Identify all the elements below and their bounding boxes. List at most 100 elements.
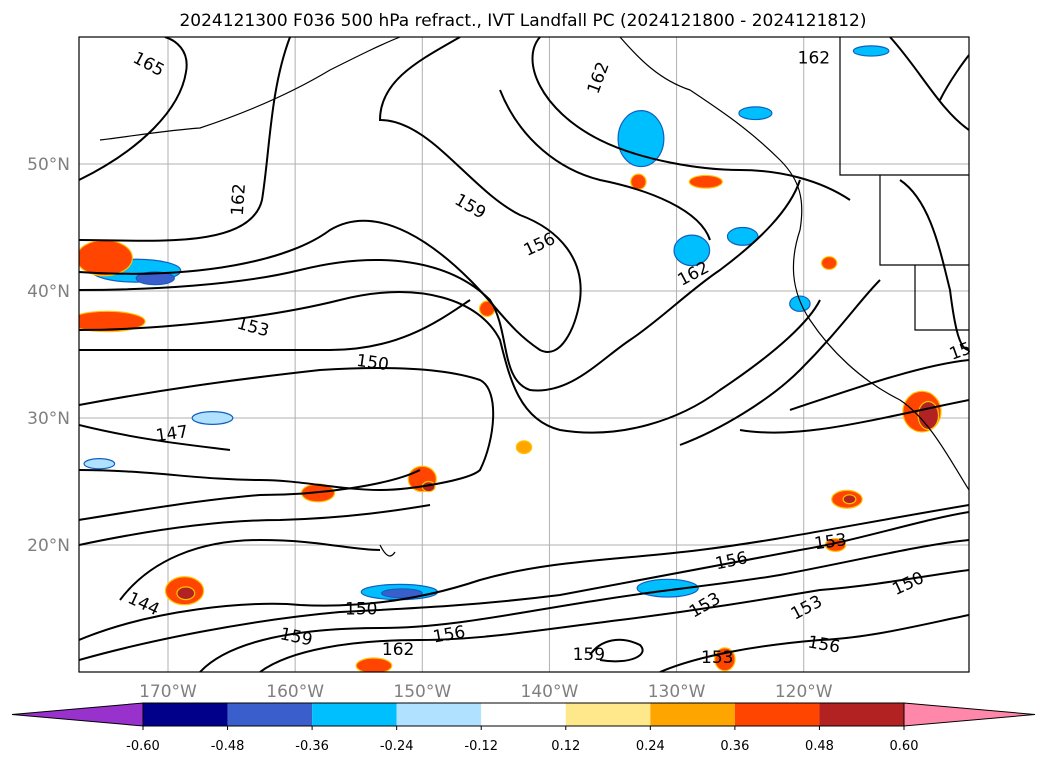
lon-tick-label: 170°W: [139, 682, 197, 702]
filled-region: [673, 234, 711, 267]
filled-region: [688, 174, 723, 189]
filled-region: [630, 173, 647, 191]
contour-line: [499, 89, 711, 241]
filled-region: [135, 271, 175, 286]
contour-label: 150: [355, 351, 390, 375]
contour-line: [659, 614, 969, 672]
contour-label: 162: [228, 183, 250, 217]
coastline: [619, 37, 969, 491]
contour-line: [79, 37, 582, 353]
filled-region: [191, 411, 234, 425]
colorbar-swatch: [227, 703, 313, 726]
colorbar-tick-label: -0.60: [126, 739, 160, 754]
colorbar-swatch: [143, 703, 228, 726]
contour-line: [739, 399, 969, 434]
filled-region: [917, 400, 940, 431]
colorbar-tick-label: 0.48: [805, 739, 834, 754]
filled-region: [842, 494, 857, 505]
colorbar-tick-label: -0.12: [464, 739, 498, 754]
longitude-ticks: 170°W 160°W 150°W 140°W 130°W 120°W: [139, 682, 833, 702]
colorbar-swatch: [819, 703, 904, 726]
colorbar-swatch: [396, 703, 482, 726]
lat-tick-label: 20°N: [27, 536, 70, 556]
contour-line: [79, 511, 969, 661]
latitude-ticks: 50°N 40°N 30°N 20°N: [27, 155, 70, 556]
lon-tick-label: 150°W: [393, 682, 451, 702]
filled-region: [820, 256, 838, 271]
contour-line: [899, 179, 969, 351]
lon-tick-label: 130°W: [648, 682, 706, 702]
filled-region: [83, 458, 116, 470]
coastline: [839, 37, 969, 176]
contour-label: 150: [345, 600, 377, 620]
contour-line: [939, 54, 969, 101]
colorbar-extend-low: [11, 702, 144, 727]
contour-line: [199, 539, 969, 672]
contour-line: [259, 569, 969, 672]
contour-line: [79, 291, 821, 434]
colorbar-swatch: [565, 703, 651, 726]
colorbar: -0.60 -0.48 -0.36 -0.24 -0.12 0.12 0.24 0.36 0.4…: [11, 702, 1036, 754]
lon-tick-label: 160°W: [266, 682, 324, 702]
filled-region: [381, 588, 423, 599]
colorbar-tick-label: 0.24: [636, 739, 665, 754]
filled-region: [79, 310, 146, 333]
filled-region: [852, 45, 890, 57]
coastline: [879, 175, 969, 266]
contour-line: [679, 279, 881, 446]
filled-region: [617, 110, 665, 168]
coastline: [914, 265, 969, 331]
contour-label: 153: [701, 648, 733, 668]
contour-line: [79, 424, 231, 451]
contour-line: [119, 538, 381, 601]
contour-line: [79, 299, 471, 351]
contour-line: [79, 179, 801, 392]
coastline: [379, 544, 396, 557]
lat-tick-label: 30°N: [27, 409, 70, 429]
contour-line: [79, 37, 291, 242]
contour-label: 162: [798, 48, 830, 68]
contour-label: 159: [573, 645, 605, 665]
coastlines: [99, 37, 969, 557]
contour-line: [531, 37, 851, 201]
contour-line: [79, 504, 431, 546]
lat-tick-label: 40°N: [27, 282, 70, 302]
chart-title: 2024121300 F036 500 hPa refract., IVT La…: [179, 11, 866, 31]
contour-line: [79, 504, 969, 641]
colorbar-tick-label: -0.24: [380, 739, 414, 754]
filled-region: [726, 226, 759, 246]
colorbar-extend-high: [903, 702, 1036, 727]
filled-region: [738, 106, 773, 121]
lat-tick-label: 50°N: [27, 155, 70, 175]
coastline: [99, 37, 401, 141]
contour-line: [889, 37, 969, 131]
map-frame: [78, 36, 970, 673]
colorbar-tick-label: 0.12: [551, 739, 580, 754]
filled-region: [79, 239, 133, 277]
colorbar-swatch: [312, 703, 397, 726]
filled-region: [515, 440, 533, 455]
filled-region: [789, 295, 811, 312]
contour-label: 147: [154, 422, 189, 446]
colorbar-tick-label: 0.36: [720, 739, 749, 754]
colorbar-swatch: [481, 703, 566, 726]
colorbar-swatch: [650, 703, 735, 726]
contour-lines: [79, 37, 969, 672]
lon-tick-label: 120°W: [775, 682, 833, 702]
contour-label: 162: [382, 640, 414, 660]
colorbar-frame: [142, 702, 905, 727]
colorbar-tick-label: -0.36: [295, 739, 329, 754]
contour-line: [79, 37, 188, 181]
lon-tick-label: 140°W: [521, 682, 579, 702]
contour-line: [589, 638, 644, 663]
filled-region: [355, 657, 393, 672]
contour-line: [79, 469, 421, 521]
contour-label: 153: [813, 530, 848, 554]
colorbar-tick-label: -0.48: [211, 739, 245, 754]
contour-line: [789, 359, 969, 411]
colorbar-swatch: [734, 703, 820, 726]
colorbar-tick-label: 0.60: [890, 739, 919, 754]
